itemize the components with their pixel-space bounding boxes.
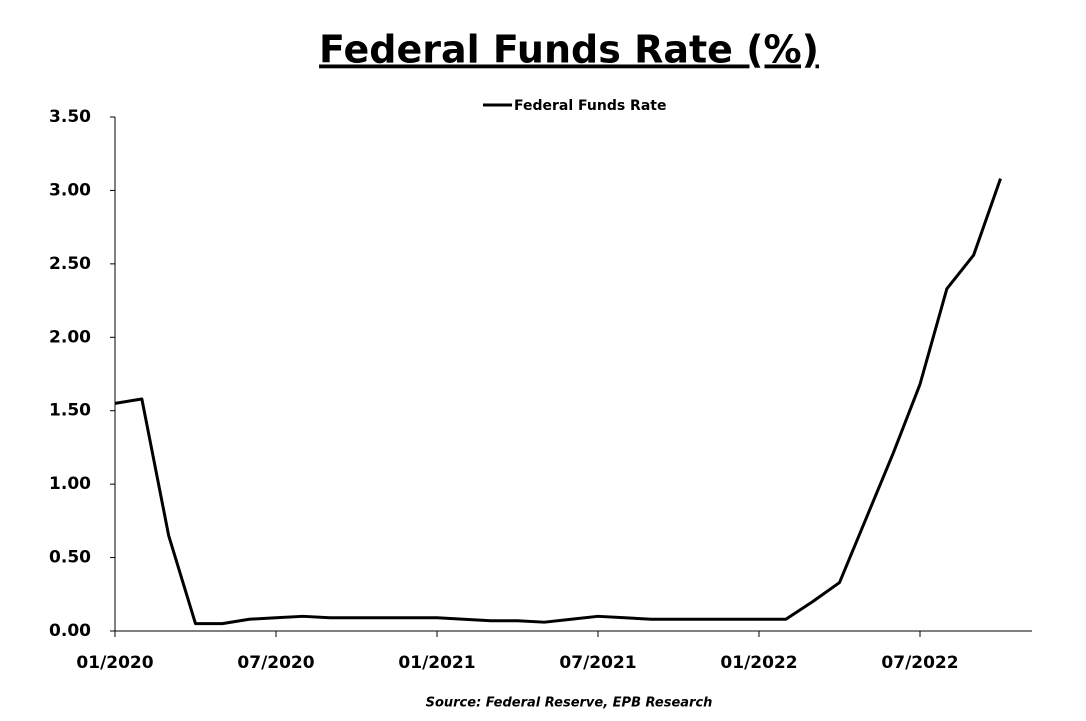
legend-label: Federal Funds Rate (514, 98, 666, 114)
x-tick-label: 07/2021 (559, 653, 636, 673)
y-tick-label: 1.50 (49, 401, 91, 421)
x-tick-label: 01/2022 (720, 653, 797, 673)
x-tick-label: 01/2020 (76, 653, 153, 673)
x-tick-label: 07/2022 (881, 653, 958, 673)
y-tick-label: 0.50 (49, 548, 91, 568)
y-tick-label: 3.50 (49, 107, 91, 127)
source: Source: Federal Reserve, EPB Research (426, 696, 713, 711)
y-tick-label: 2.50 (49, 254, 91, 274)
x-tick-label: 07/2020 (237, 653, 314, 673)
x-tick-label: 01/2021 (398, 653, 475, 673)
y-tick-label: 2.00 (49, 327, 91, 347)
series-line (114, 178, 1002, 626)
y-tick-label: 0.00 (49, 621, 91, 641)
y-tick-label: 3.00 (49, 180, 91, 200)
chart-title: Federal Funds Rate (%) (319, 28, 819, 72)
y-tick-label: 1.00 (49, 474, 91, 494)
